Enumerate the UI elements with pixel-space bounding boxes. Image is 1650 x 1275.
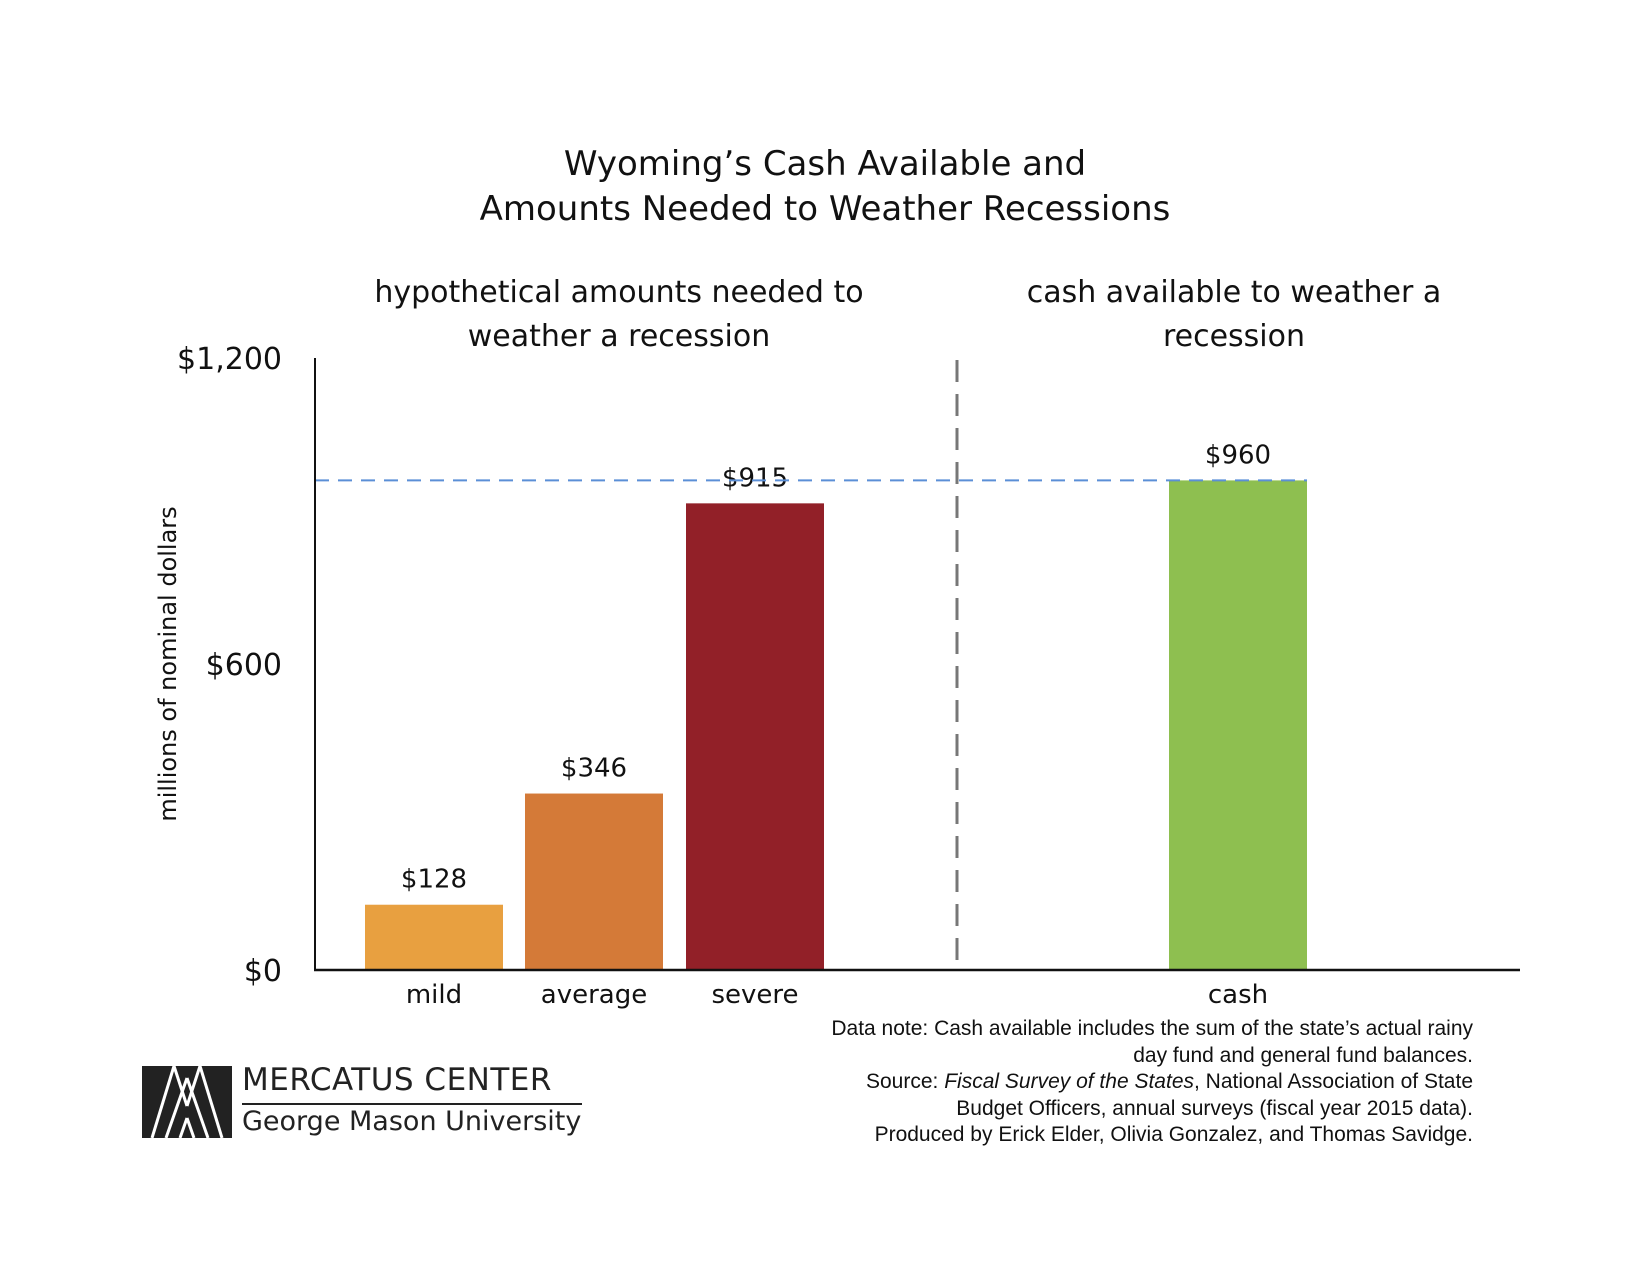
produced-by: Produced by Erick Elder, Olivia Gonzalez… (874, 1123, 1473, 1146)
source-line-1: Source: Fiscal Survey of the States, Nat… (773, 1069, 1473, 1096)
group-label-needed-line-1: hypothetical amounts needed to (374, 275, 863, 310)
y-tick-label: $1,200 (177, 342, 282, 377)
data-notes: Data note: Cash available includes the s… (773, 1016, 1473, 1149)
mercatus-logo-mark-icon (142, 1066, 232, 1138)
data-note-line-2: day fund and general fund balances. (1133, 1043, 1473, 1067)
bar-severe (686, 503, 824, 970)
source-prefix: Source: (866, 1070, 945, 1093)
y-tick-label: $600 (206, 648, 282, 683)
logo-subtitle: George Mason University (242, 1106, 582, 1137)
group-label-cash-line-1: cash available to weather a (1027, 275, 1442, 310)
data-label-cash: $960 (1205, 440, 1271, 470)
y-tick-label: $0 (244, 954, 282, 989)
logo-name: MERCATUS CENTER (242, 1062, 552, 1098)
mercatus-logo: MERCATUS CENTER George Mason University (142, 1062, 592, 1146)
chart-title-line-1: Wyoming’s Cash Available and (564, 144, 1086, 184)
logo-divider (242, 1103, 582, 1105)
y-axis-ticks: $0 $600 $1,200 (177, 342, 282, 989)
chart-title: Wyoming’s Cash Available and Amounts Nee… (480, 144, 1171, 229)
data-label-mild: $128 (401, 865, 467, 895)
bar-cash (1169, 480, 1307, 970)
group-label-needed-line-2: weather a recession (468, 319, 770, 354)
data-note-line-1: Data note: Cash available includes the s… (831, 1017, 1473, 1040)
category-label-cash: cash (1208, 980, 1268, 1010)
y-axis-label: millions of nominal dollars (154, 506, 182, 821)
source-title: Fiscal Survey of the States (944, 1070, 1194, 1093)
bar-mild (365, 904, 503, 970)
data-label-average: $346 (561, 754, 627, 784)
chart-title-line-2: Amounts Needed to Weather Recessions (480, 189, 1171, 229)
category-label-severe: severe (711, 980, 798, 1010)
data-label-severe: $915 (722, 463, 788, 493)
group-label-cash: cash available to weather a recession (1027, 275, 1442, 354)
group-label-cash-line-2: recession (1163, 319, 1305, 354)
category-label-average: average (541, 980, 647, 1010)
category-labels: mild average severe cash (406, 980, 1268, 1010)
bars (365, 480, 1307, 970)
bar-average (525, 793, 663, 970)
source-rest: , National Association of State (1194, 1070, 1473, 1093)
group-label-needed: hypothetical amounts needed to weather a… (374, 275, 863, 354)
category-label-mild: mild (406, 980, 462, 1010)
source-line-2: Budget Officers, annual surveys (fiscal … (956, 1096, 1473, 1120)
data-labels: $128 $346 $915 $960 (401, 440, 1271, 894)
